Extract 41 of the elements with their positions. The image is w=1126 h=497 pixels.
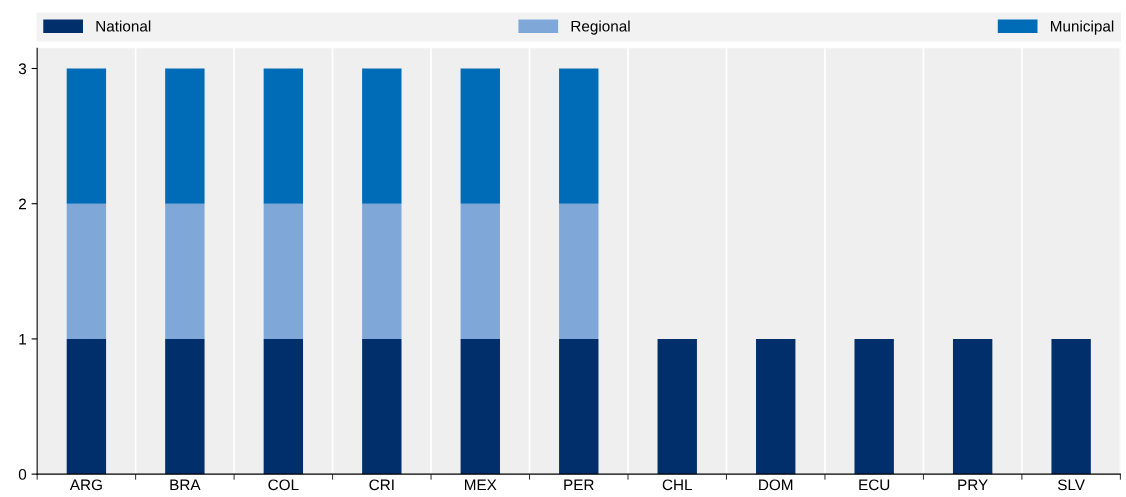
x-tick-label: PER: [564, 479, 594, 491]
bar: [460, 338, 500, 475]
x-tick-label: ARG: [69, 479, 102, 491]
bar: [952, 338, 993, 475]
x-tick-label: DOM: [759, 479, 793, 491]
x-tick-label: SLV: [1057, 479, 1085, 491]
bar: [854, 338, 894, 475]
legend-label: Municipal: [1050, 20, 1114, 35]
bar: [263, 68, 304, 204]
x-tick-label: CHL: [662, 479, 693, 491]
x-tick-label: PRY: [958, 479, 988, 491]
bar: [1051, 338, 1091, 475]
x-tick-label: CRI: [369, 479, 394, 491]
bar: [66, 68, 107, 204]
bar: [362, 203, 402, 339]
bar: [165, 203, 205, 339]
bar: [66, 203, 107, 339]
bar: [263, 338, 304, 475]
bar: [66, 338, 107, 475]
y-tick-label: 1: [19, 333, 26, 345]
x-tick-label: MEX: [464, 479, 497, 491]
y-tick-label: 2: [19, 198, 26, 210]
bar: [559, 68, 599, 204]
bar: [559, 203, 599, 339]
bar: [165, 68, 205, 204]
y-tick-label: 0: [18, 469, 27, 480]
legend-label: National: [96, 20, 151, 32]
x-tick-label: COL: [268, 479, 299, 491]
x-tick-label: BRA: [170, 479, 201, 491]
y-tick-label: 3: [18, 63, 27, 75]
bar: [362, 338, 402, 475]
x-tick-label: ECU: [859, 479, 890, 491]
bar: [362, 68, 402, 204]
bar: [657, 338, 697, 475]
bar: [460, 68, 500, 204]
bar: [756, 338, 796, 475]
bar: [460, 203, 500, 339]
legend-label: Regional: [571, 20, 630, 35]
bar: [263, 203, 304, 339]
bar: [559, 338, 599, 475]
bar: [165, 338, 205, 475]
